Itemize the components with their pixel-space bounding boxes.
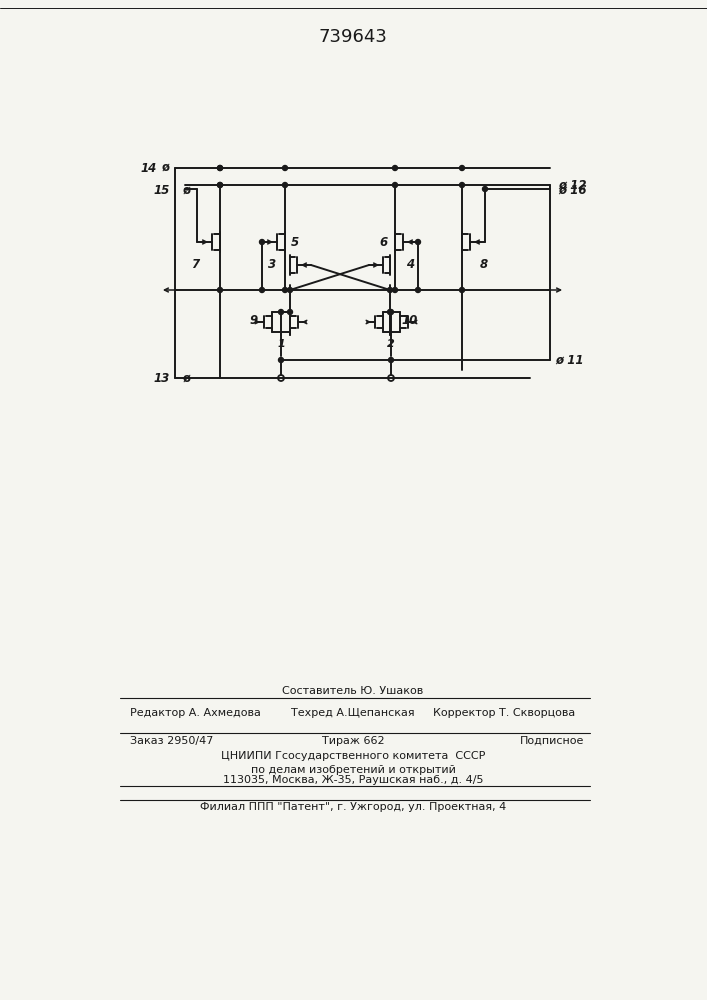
Text: 2: 2: [387, 339, 395, 349]
Circle shape: [416, 288, 421, 292]
Circle shape: [389, 310, 394, 314]
Circle shape: [283, 165, 288, 170]
Circle shape: [389, 358, 394, 362]
Text: 6: 6: [379, 235, 387, 248]
Text: Подписное: Подписное: [520, 736, 585, 746]
Circle shape: [387, 310, 392, 314]
Text: 3: 3: [268, 258, 276, 271]
Circle shape: [288, 288, 293, 292]
Text: ø 16: ø 16: [558, 184, 587, 196]
Circle shape: [283, 288, 288, 292]
Circle shape: [387, 288, 392, 292]
Text: Составитель Ю. Ушаков: Составитель Ю. Ушаков: [282, 686, 423, 696]
Circle shape: [259, 239, 264, 244]
Text: 14: 14: [141, 161, 157, 174]
Circle shape: [460, 288, 464, 292]
Circle shape: [218, 182, 223, 188]
Text: 8: 8: [480, 257, 488, 270]
Text: 13: 13: [153, 371, 170, 384]
Circle shape: [218, 165, 223, 170]
Circle shape: [482, 186, 488, 192]
Text: Редактор А. Ахмедова: Редактор А. Ахмедова: [130, 708, 261, 718]
Circle shape: [218, 165, 223, 170]
Circle shape: [279, 310, 284, 314]
Text: 1: 1: [277, 339, 285, 349]
Text: ø: ø: [183, 371, 191, 384]
Text: Филиал ППП "Патент", г. Ужгород, ул. Проектная, 4: Филиал ППП "Патент", г. Ужгород, ул. Про…: [200, 802, 506, 812]
Text: ø 11: ø 11: [555, 354, 583, 366]
Circle shape: [460, 182, 464, 188]
Text: ЦНИИПИ Гсосударственного комитета  СССР: ЦНИИПИ Гсосударственного комитета СССР: [221, 751, 485, 761]
Circle shape: [283, 182, 288, 188]
Circle shape: [279, 358, 284, 362]
Text: Тираж 662: Тираж 662: [322, 736, 385, 746]
Text: 9: 9: [250, 314, 258, 326]
Circle shape: [259, 288, 264, 292]
Text: по делам изобретений и открытий: по делам изобретений и открытий: [250, 765, 455, 775]
Text: 4: 4: [406, 258, 414, 271]
Text: 15: 15: [153, 184, 170, 196]
Text: Заказ 2950/47: Заказ 2950/47: [130, 736, 214, 746]
Circle shape: [460, 165, 464, 170]
Text: ø 12: ø 12: [558, 178, 587, 192]
Circle shape: [392, 288, 397, 292]
Text: 7: 7: [191, 257, 199, 270]
Text: 739643: 739643: [319, 28, 387, 46]
Circle shape: [218, 182, 223, 188]
Circle shape: [392, 165, 397, 170]
Text: 10: 10: [402, 314, 418, 326]
Text: 113035, Москва, Ж-35, Раушская наб., д. 4/5: 113035, Москва, Ж-35, Раушская наб., д. …: [223, 775, 484, 785]
Circle shape: [416, 239, 421, 244]
Text: ø: ø: [183, 184, 191, 196]
Text: Корректор Т. Скворцова: Корректор Т. Скворцова: [433, 708, 575, 718]
Circle shape: [288, 310, 293, 314]
Text: ø: ø: [162, 160, 170, 174]
Circle shape: [392, 182, 397, 188]
Text: Техред А.Щепанская: Техред А.Щепанская: [291, 708, 415, 718]
Text: 5: 5: [291, 235, 299, 248]
Circle shape: [218, 288, 223, 292]
